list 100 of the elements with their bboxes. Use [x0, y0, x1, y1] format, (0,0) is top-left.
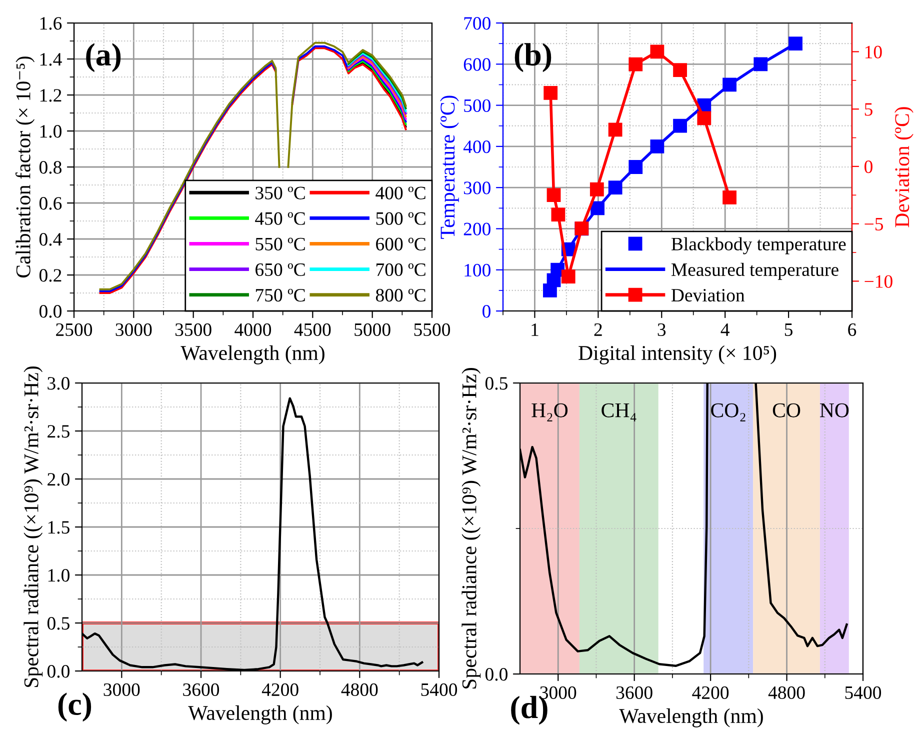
y-tick-label: 500	[464, 99, 490, 112]
legend-label: Measured temperature	[671, 262, 838, 280]
y-tick-label: 100	[464, 264, 490, 277]
y2-axis-title: Deviation (ºC)	[894, 107, 914, 228]
point	[650, 44, 664, 59]
y-axis-title: Spectral radiance ((×10⁹) W/m²·sr·Hz)	[24, 366, 43, 687]
y-tick-label: 700	[464, 17, 490, 30]
x-tick-label: 4000	[234, 323, 272, 336]
y-tick-label: 200	[464, 222, 490, 236]
legend-label: 600 ºC	[376, 238, 426, 250]
point	[546, 188, 561, 202]
x-tick-label: 3	[658, 323, 666, 336]
y2-tick-label: −10	[864, 275, 892, 288]
point	[590, 201, 604, 216]
y-tick-label: 600	[464, 58, 490, 71]
legend-label: 350 ºC	[256, 186, 305, 200]
x-axis-title: Digital intensity (× 10⁵)	[578, 345, 776, 364]
y-tick-label: 0	[482, 305, 490, 318]
y-axis-title: Temperature (ºC)	[440, 96, 459, 239]
y-tick-label: 2.5	[48, 425, 70, 438]
point	[608, 180, 622, 195]
y-tick-label: 0.2	[39, 269, 62, 282]
x-tick-label: 5500	[414, 323, 450, 336]
y-tick-label: 1.0	[40, 125, 62, 138]
point	[697, 111, 712, 126]
x-tick-label: 3600	[616, 686, 652, 699]
point	[561, 270, 576, 284]
x-tick-label: 5	[784, 324, 792, 336]
point	[754, 57, 768, 72]
y2-tick-label: −5	[864, 218, 884, 230]
annotation: (a)	[86, 43, 121, 72]
y-tick-label: 0.4	[39, 233, 62, 246]
band-label: CO₂	[711, 403, 746, 422]
x-axis-title: Wavelength (nm)	[619, 708, 763, 728]
y-tick-label: 2.0	[48, 473, 70, 486]
y-tick-label: 0.0	[39, 305, 62, 318]
y-tick-label: 0.0	[47, 665, 70, 678]
point	[608, 122, 622, 137]
x-tick-label: 4200	[692, 686, 729, 699]
legend-label: Blackbody temperature	[671, 237, 846, 254]
x-tick-label: 3000	[104, 683, 140, 696]
y2-tick-label: 0	[864, 160, 872, 174]
y-tick-label: 400	[463, 140, 490, 154]
y2-tick-label: 5	[864, 103, 872, 116]
band-label: NO	[820, 403, 849, 418]
annotation: (b)	[514, 43, 552, 72]
legend-label: Deviation	[671, 288, 745, 302]
band-label: H₂O	[532, 403, 568, 422]
y-axis-title: Spectral radiance ((×10⁹) W/m²·sr·Hz)	[462, 368, 481, 688]
point	[628, 57, 643, 72]
x-tick-label: 5400	[845, 686, 882, 699]
point	[722, 190, 736, 204]
point	[628, 160, 643, 174]
legend-label: 700 ºC	[376, 263, 426, 276]
legend-label: 450 ºC	[255, 212, 305, 225]
band-label: CO	[772, 403, 800, 418]
x-tick-label: 5000	[354, 323, 390, 336]
y-tick-label: 1.5	[48, 521, 70, 534]
y-tick-label: 0.5	[485, 377, 508, 390]
legend-label: 650 ºC	[256, 263, 305, 276]
y-tick-label: 0.8	[39, 161, 62, 174]
point	[673, 63, 687, 77]
point	[551, 208, 566, 222]
point	[650, 139, 664, 154]
point	[544, 86, 558, 100]
x-tick-label: 4200	[262, 683, 298, 696]
point	[722, 78, 736, 92]
legend-label: 400 ºC	[376, 186, 426, 200]
point	[673, 118, 687, 133]
y-tick-label: 0.5	[47, 617, 70, 630]
x-tick-label: 2	[594, 323, 602, 336]
point	[590, 182, 604, 196]
legend-label: 500 ºC	[376, 212, 426, 225]
x-tick-label: 6	[848, 323, 856, 336]
legend-label: 800 ºC	[376, 288, 426, 302]
x-tick-label: 3500	[175, 323, 212, 336]
y-tick-label: 0.6	[39, 197, 62, 210]
point	[788, 36, 802, 51]
y-tick-label: 1.0	[48, 569, 70, 582]
x-tick-label: 1	[532, 323, 538, 336]
y-tick-label: 1.2	[40, 89, 62, 102]
x-tick-label: 3600	[183, 683, 220, 696]
y2-tick-label: 10	[865, 46, 882, 58]
x-axis-title: Wavelength (nm)	[188, 705, 332, 724]
x-tick-label: 4	[720, 323, 730, 336]
x-tick-label: 4500	[294, 323, 331, 336]
y-axis-title: Calibration factor (× 10⁻⁵)	[15, 56, 35, 278]
x-tick-label: 5400	[421, 683, 458, 696]
y-tick-label: 0.0	[485, 668, 508, 681]
legend-label: 750 ºC	[256, 288, 305, 302]
x-tick-label: 3000	[116, 323, 152, 336]
text: (c)	[58, 692, 92, 722]
y-tick-label: 1.4	[40, 53, 62, 66]
legend-label: 550 ºC	[256, 238, 305, 250]
band-label: CH₄	[602, 403, 636, 422]
y-tick-label: 300	[464, 182, 490, 194]
x-tick-label: 4800	[341, 683, 378, 696]
x-tick-label: 2500	[56, 323, 92, 336]
y-tick-label: 3.0	[48, 377, 70, 390]
x-axis-title: Wavelength (nm)	[180, 345, 324, 364]
